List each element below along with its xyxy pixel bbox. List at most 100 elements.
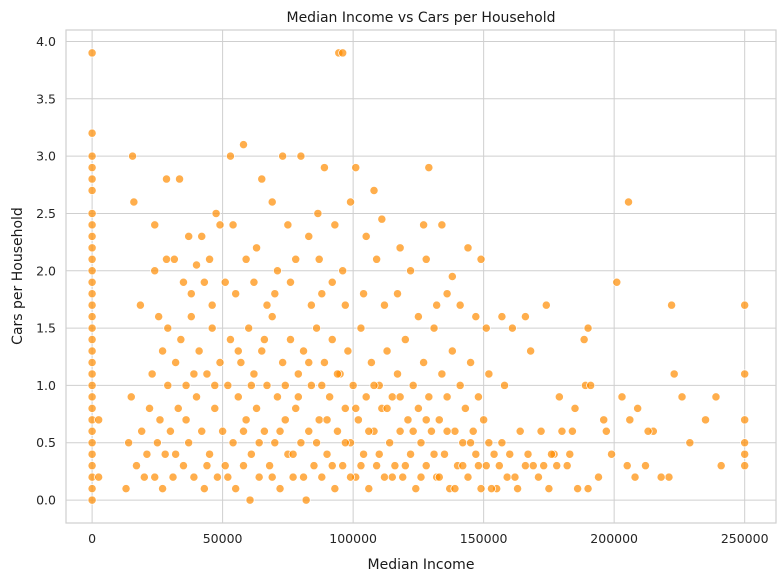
data-point <box>175 174 184 184</box>
data-point <box>212 472 222 482</box>
data-point <box>257 346 267 356</box>
data-point <box>314 254 324 264</box>
data-point <box>400 461 410 471</box>
data-point <box>622 461 632 471</box>
data-point <box>211 208 221 218</box>
data-point <box>500 380 509 390</box>
data-point <box>220 461 230 471</box>
data-point <box>541 300 551 310</box>
data-point <box>233 392 243 402</box>
data-point <box>270 438 280 448</box>
data-point <box>87 484 97 494</box>
data-point <box>87 426 97 436</box>
data-point <box>586 380 596 390</box>
data-point <box>403 415 413 425</box>
data-point <box>372 461 382 471</box>
data-point <box>583 484 593 494</box>
data-point <box>142 449 152 459</box>
data-point <box>353 415 363 425</box>
data-point <box>667 300 677 310</box>
data-point <box>340 438 350 448</box>
data-point <box>432 300 442 310</box>
data-point <box>330 484 340 494</box>
data-point <box>291 403 301 413</box>
data-point <box>87 163 97 173</box>
data-point <box>424 163 434 173</box>
data-point <box>301 495 311 505</box>
data-point <box>194 346 204 356</box>
x-tick-label: 250000 <box>721 531 769 546</box>
data-point <box>207 323 217 333</box>
data-point <box>163 380 173 390</box>
data-point <box>245 495 255 505</box>
data-point <box>139 472 149 482</box>
data-point <box>317 380 327 390</box>
data-point <box>359 289 369 299</box>
data-point <box>179 277 188 287</box>
data-point <box>534 472 543 482</box>
data-point <box>408 426 418 436</box>
data-point <box>583 323 593 333</box>
data-point <box>338 461 348 471</box>
data-point <box>202 369 212 379</box>
data-point <box>346 472 355 482</box>
data-point <box>338 266 348 276</box>
data-point <box>319 358 329 367</box>
data-point <box>630 472 640 482</box>
data-point <box>406 449 416 459</box>
data-point <box>685 438 695 448</box>
data-point <box>233 346 243 356</box>
data-point <box>252 243 262 253</box>
data-point <box>304 426 314 436</box>
data-point <box>223 472 233 482</box>
data-point <box>510 472 520 482</box>
data-point <box>366 358 376 367</box>
data-point <box>442 289 452 299</box>
data-point <box>343 346 353 356</box>
data-point <box>246 449 256 459</box>
data-point <box>87 358 97 367</box>
data-point <box>481 461 491 471</box>
data-point <box>489 449 499 459</box>
data-point <box>267 312 277 322</box>
data-point <box>520 461 530 471</box>
data-point <box>239 426 248 436</box>
data-points <box>87 48 750 505</box>
data-point <box>348 380 358 390</box>
data-point <box>189 369 199 379</box>
data-point <box>160 449 170 459</box>
data-point <box>552 461 562 471</box>
data-point <box>340 300 350 310</box>
data-point <box>293 392 303 402</box>
data-point <box>416 438 426 448</box>
data-point <box>624 197 633 207</box>
data-point <box>442 426 452 436</box>
data-point <box>275 484 285 494</box>
data-point <box>322 415 332 425</box>
data-point <box>429 449 439 459</box>
data-point <box>419 220 429 230</box>
y-tick-labels: 0.0 0.5 1.0 1.5 2.0 2.5 3.0 3.5 4.0 <box>36 34 56 508</box>
data-point <box>197 231 207 241</box>
data-point <box>544 484 554 494</box>
data-point <box>507 323 517 333</box>
data-point <box>87 174 97 184</box>
data-point <box>132 461 141 471</box>
data-point <box>259 335 269 345</box>
data-point <box>322 449 332 459</box>
data-point <box>220 277 230 287</box>
data-point <box>249 277 259 287</box>
x-axis-label: Median Income <box>368 557 475 573</box>
x-tick-label: 200000 <box>590 531 638 546</box>
data-point <box>460 403 470 413</box>
data-point <box>382 346 392 356</box>
data-point <box>579 335 589 345</box>
data-point <box>87 243 97 253</box>
data-point <box>87 495 97 505</box>
data-point <box>257 174 267 184</box>
data-point <box>272 392 282 402</box>
data-point <box>494 461 504 471</box>
data-point <box>656 472 666 482</box>
data-point <box>740 415 750 425</box>
data-point <box>215 220 225 230</box>
